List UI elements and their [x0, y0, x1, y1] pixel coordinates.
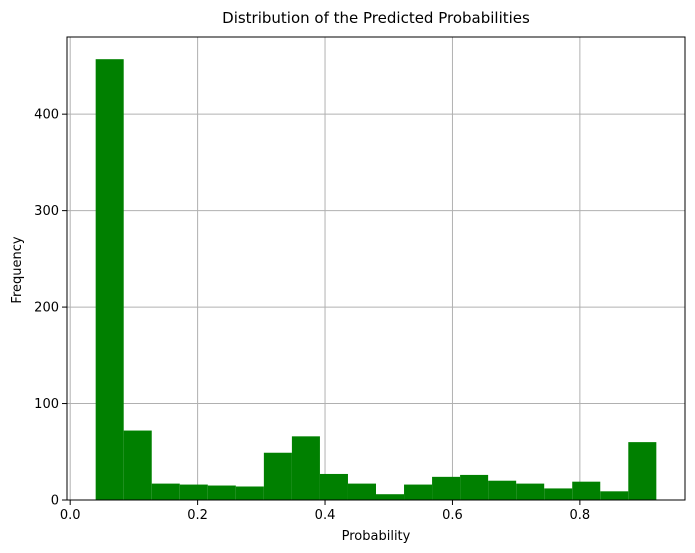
grid-lines [67, 37, 685, 501]
x-tick-label: 0.4 [315, 508, 336, 523]
histogram-bars [95, 59, 657, 500]
histogram-bar [488, 480, 517, 500]
histogram-bar [95, 59, 124, 500]
histogram-bar [263, 452, 292, 500]
histogram-bar [376, 494, 405, 500]
histogram-bar [432, 476, 461, 500]
histogram-bar [235, 486, 264, 500]
plot-area-frame [66, 36, 686, 501]
x-axis-label: Probability [342, 529, 411, 544]
y-tick-label: 100 [34, 397, 59, 412]
chart-title: Distribution of the Predicted Probabilit… [222, 9, 530, 27]
histogram-bar [460, 474, 489, 500]
histogram-bar [291, 436, 320, 500]
y-axis-label: Frequency [10, 236, 25, 303]
y-tick-label: 0 [51, 494, 59, 509]
x-tick-label: 0.6 [442, 508, 463, 523]
histogram-bar [600, 491, 629, 500]
histogram-bar [207, 485, 236, 500]
histogram-bar [516, 483, 545, 500]
histogram-bar [347, 483, 376, 500]
histogram-bar [628, 442, 657, 500]
x-tick-label: 0.8 [570, 508, 591, 523]
y-tick-label: 200 [34, 301, 59, 316]
histogram-bar [123, 430, 152, 500]
x-tick-label: 0.2 [187, 508, 208, 523]
histogram-bar [179, 484, 208, 500]
histogram-bar [572, 481, 601, 500]
histogram-bar [319, 473, 348, 500]
x-axis-ticks: 0.0 0.2 0.4 0.6 0.8 [60, 500, 590, 523]
histogram-bar [404, 484, 433, 500]
y-axis-ticks: 0 100 200 300 400 [34, 108, 67, 509]
histogram-bar [544, 488, 573, 500]
x-tick-label: 0.0 [60, 508, 81, 523]
y-tick-label: 300 [34, 204, 59, 219]
histogram-bar [151, 483, 180, 500]
y-tick-label: 400 [34, 108, 59, 123]
